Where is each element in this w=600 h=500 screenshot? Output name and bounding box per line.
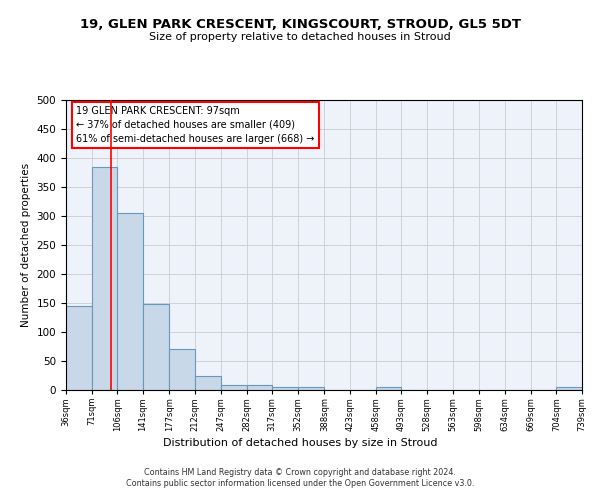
Text: Size of property relative to detached houses in Stroud: Size of property relative to detached ho… xyxy=(149,32,451,42)
Y-axis label: Number of detached properties: Number of detached properties xyxy=(21,163,31,327)
Bar xyxy=(221,385,247,390)
Bar xyxy=(556,387,582,390)
Text: 19 GLEN PARK CRESCENT: 97sqm
← 37% of detached houses are smaller (409)
61% of s: 19 GLEN PARK CRESCENT: 97sqm ← 37% of de… xyxy=(76,106,314,144)
Text: Distribution of detached houses by size in Stroud: Distribution of detached houses by size … xyxy=(163,438,437,448)
Bar xyxy=(118,213,143,390)
Bar xyxy=(92,168,118,390)
Bar xyxy=(247,385,272,390)
Bar xyxy=(143,304,169,390)
Bar xyxy=(195,376,221,390)
Text: Contains HM Land Registry data © Crown copyright and database right 2024.
Contai: Contains HM Land Registry data © Crown c… xyxy=(126,468,474,487)
Bar xyxy=(169,350,195,390)
Text: 19, GLEN PARK CRESCENT, KINGSCOURT, STROUD, GL5 5DT: 19, GLEN PARK CRESCENT, KINGSCOURT, STRO… xyxy=(79,18,521,30)
Bar xyxy=(376,387,401,390)
Bar xyxy=(298,387,323,390)
Bar xyxy=(66,306,92,390)
Bar xyxy=(272,387,298,390)
